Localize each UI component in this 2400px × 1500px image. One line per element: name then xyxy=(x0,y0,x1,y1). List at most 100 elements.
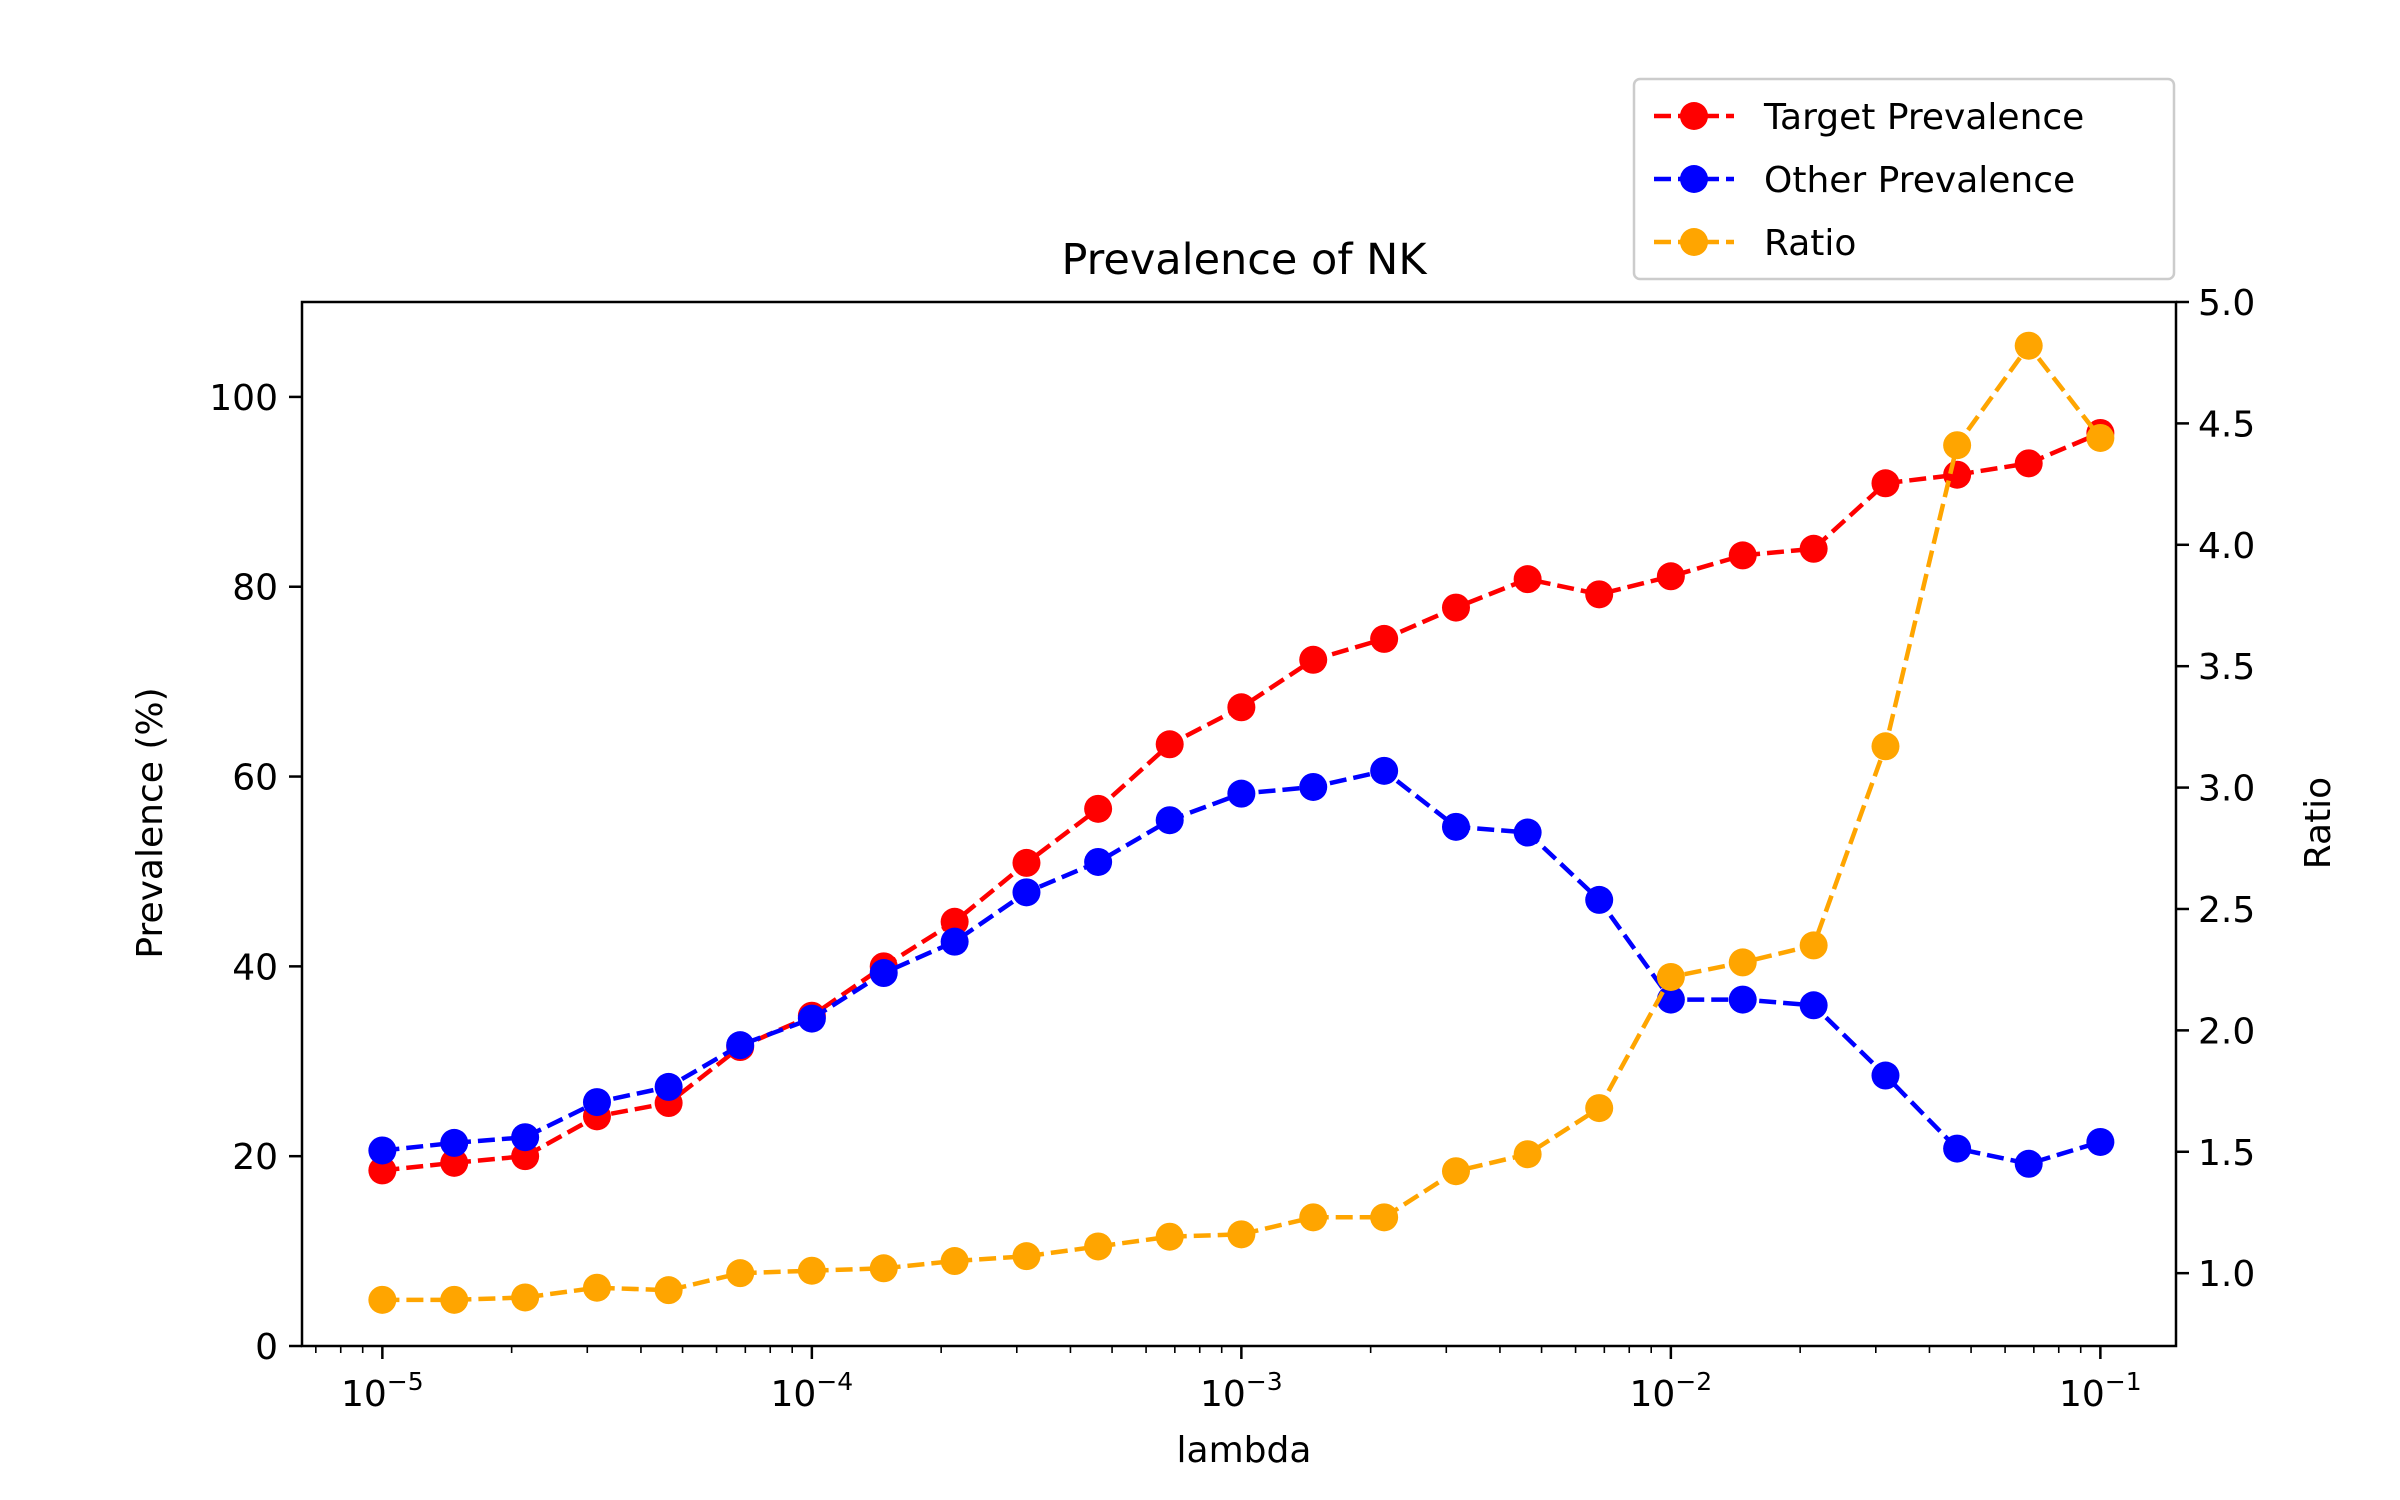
ratio-point xyxy=(1370,1203,1399,1232)
legend-box xyxy=(1632,77,2176,281)
other-prevalence-point xyxy=(797,1004,826,1033)
ratio-point xyxy=(1084,1232,1113,1261)
ratio-point xyxy=(1441,1157,1470,1186)
x-tick-label-1: 10−4 xyxy=(771,1367,854,1415)
ratio-point xyxy=(440,1285,469,1314)
ratio-point xyxy=(582,1273,611,1302)
other-prevalence-point xyxy=(1799,991,1828,1020)
target-prevalence-point xyxy=(1513,565,1542,594)
ratio-point xyxy=(726,1259,755,1288)
ratio-point xyxy=(869,1254,898,1283)
legend: Target Prevalence Other Prevalence Ratio xyxy=(1632,77,2176,281)
y-right-tick-label-3: 2.5 xyxy=(2198,890,2255,931)
plot-frame xyxy=(300,300,2178,1348)
y-right-tick-label-0: 1.0 xyxy=(2198,1254,2255,1295)
ratio-point xyxy=(1728,948,1757,977)
x-axis-label: lambda xyxy=(1177,1430,1312,1471)
ratio-point xyxy=(1155,1222,1184,1251)
plot-layer: 10−5 10−4 10−3 10−2 10−1 0 20 40 60 80 100 1.0 1.5 2.… xyxy=(209,283,2255,1415)
other-prevalence-point xyxy=(726,1031,755,1060)
target-prevalence-point xyxy=(368,1156,397,1185)
ratio-point xyxy=(2014,331,2043,360)
y-right-tick-label-5: 3.5 xyxy=(2198,647,2255,688)
ratio-point xyxy=(1227,1220,1256,1249)
other-prevalence-point xyxy=(1299,772,1328,801)
ratio-point xyxy=(654,1276,683,1305)
ratio-point xyxy=(511,1283,540,1312)
y-right-tick-label-8: 5.0 xyxy=(2198,283,2255,324)
other-prevalence-point xyxy=(2086,1127,2115,1156)
ratio-point xyxy=(1513,1140,1542,1169)
other-prevalence-point xyxy=(368,1136,397,1165)
ratio-point xyxy=(1012,1242,1041,1271)
y-right-tick-label-7: 4.5 xyxy=(2198,404,2255,445)
target-prevalence-point xyxy=(1585,580,1614,609)
legend-other-prevalence-marker xyxy=(1680,165,1708,193)
target-prevalence-point xyxy=(940,907,969,936)
ratio-point xyxy=(1585,1094,1614,1123)
ratio-point xyxy=(1799,931,1828,960)
ratio-point xyxy=(797,1256,826,1285)
y-right-axis-label: Ratio xyxy=(2298,777,2339,869)
other-prevalence-point xyxy=(582,1088,611,1117)
other-prevalence-point xyxy=(1370,756,1399,785)
other-prevalence-point xyxy=(940,927,969,956)
y-right-tick-label-2: 2.0 xyxy=(2198,1011,2255,1052)
other-prevalence-point xyxy=(2014,1149,2043,1178)
other-prevalence-point xyxy=(1441,812,1470,841)
legend-other-prevalence-label: Other Prevalence xyxy=(1764,160,2075,201)
other-prevalence-point xyxy=(511,1123,540,1152)
target-prevalence-point xyxy=(1441,593,1470,622)
other-prevalence-point xyxy=(1943,1134,1972,1163)
ratio-point xyxy=(2086,423,2115,452)
y-tick-label-4: 80 xyxy=(232,568,278,609)
target-prevalence-point xyxy=(1299,645,1328,674)
target-prevalence-point xyxy=(1656,562,1685,591)
ratio-point xyxy=(940,1247,969,1276)
other-prevalence-point xyxy=(1728,985,1757,1014)
ratio-point xyxy=(1656,962,1685,991)
y-right-tick-label-6: 4.0 xyxy=(2198,526,2255,567)
x-tick-label-3: 10−2 xyxy=(1630,1367,1713,1415)
other-prevalence-point xyxy=(1227,779,1256,808)
other-prevalence-line xyxy=(382,768,2102,1167)
legend-target-prevalence-marker xyxy=(1680,102,1708,130)
other-prevalence-point xyxy=(1513,818,1542,847)
y-tick-label-2: 40 xyxy=(232,947,278,988)
target-prevalence-point xyxy=(1155,730,1184,759)
y-tick-label-3: 60 xyxy=(232,758,278,799)
chart-title: Prevalence of NK xyxy=(1061,235,1428,285)
other-prevalence-point xyxy=(1012,878,1041,907)
other-prevalence-point xyxy=(869,959,898,988)
target-prevalence-point xyxy=(1084,794,1113,823)
ratio-line xyxy=(382,341,2103,1303)
x-tick-label-4: 10−1 xyxy=(2059,1367,2142,1415)
ratio-point xyxy=(1871,732,1900,761)
x-tick-label-0: 10−5 xyxy=(341,1367,424,1415)
ratio-point xyxy=(368,1285,397,1314)
other-prevalence-point xyxy=(654,1072,683,1101)
y-right-tick-label-4: 3.0 xyxy=(2198,769,2255,810)
target-prevalence-point xyxy=(1227,693,1256,722)
target-prevalence-point xyxy=(2014,449,2043,478)
target-prevalence-point xyxy=(1012,848,1041,877)
other-prevalence-point xyxy=(1084,847,1113,876)
other-prevalence-point xyxy=(1585,885,1614,914)
y-axis-label: Prevalence (%) xyxy=(130,687,171,958)
y-tick-label-0: 0 xyxy=(255,1327,278,1368)
x-tick-label-2: 10−3 xyxy=(1200,1367,1283,1415)
legend-target-prevalence-label: Target Prevalence xyxy=(1763,97,2084,138)
target-prevalence-point xyxy=(1728,541,1757,570)
target-prevalence-point xyxy=(1799,534,1828,563)
y-tick-label-1: 20 xyxy=(232,1137,278,1178)
target-prevalence-point xyxy=(1370,624,1399,653)
other-prevalence-point xyxy=(1871,1061,1900,1090)
legend-ratio-marker xyxy=(1680,228,1708,256)
target-prevalence-point xyxy=(1871,469,1900,498)
ratio-point xyxy=(1943,431,1972,460)
target-prevalence-point xyxy=(440,1148,469,1177)
y-tick-label-5: 100 xyxy=(209,378,278,419)
other-prevalence-point xyxy=(1155,806,1184,835)
